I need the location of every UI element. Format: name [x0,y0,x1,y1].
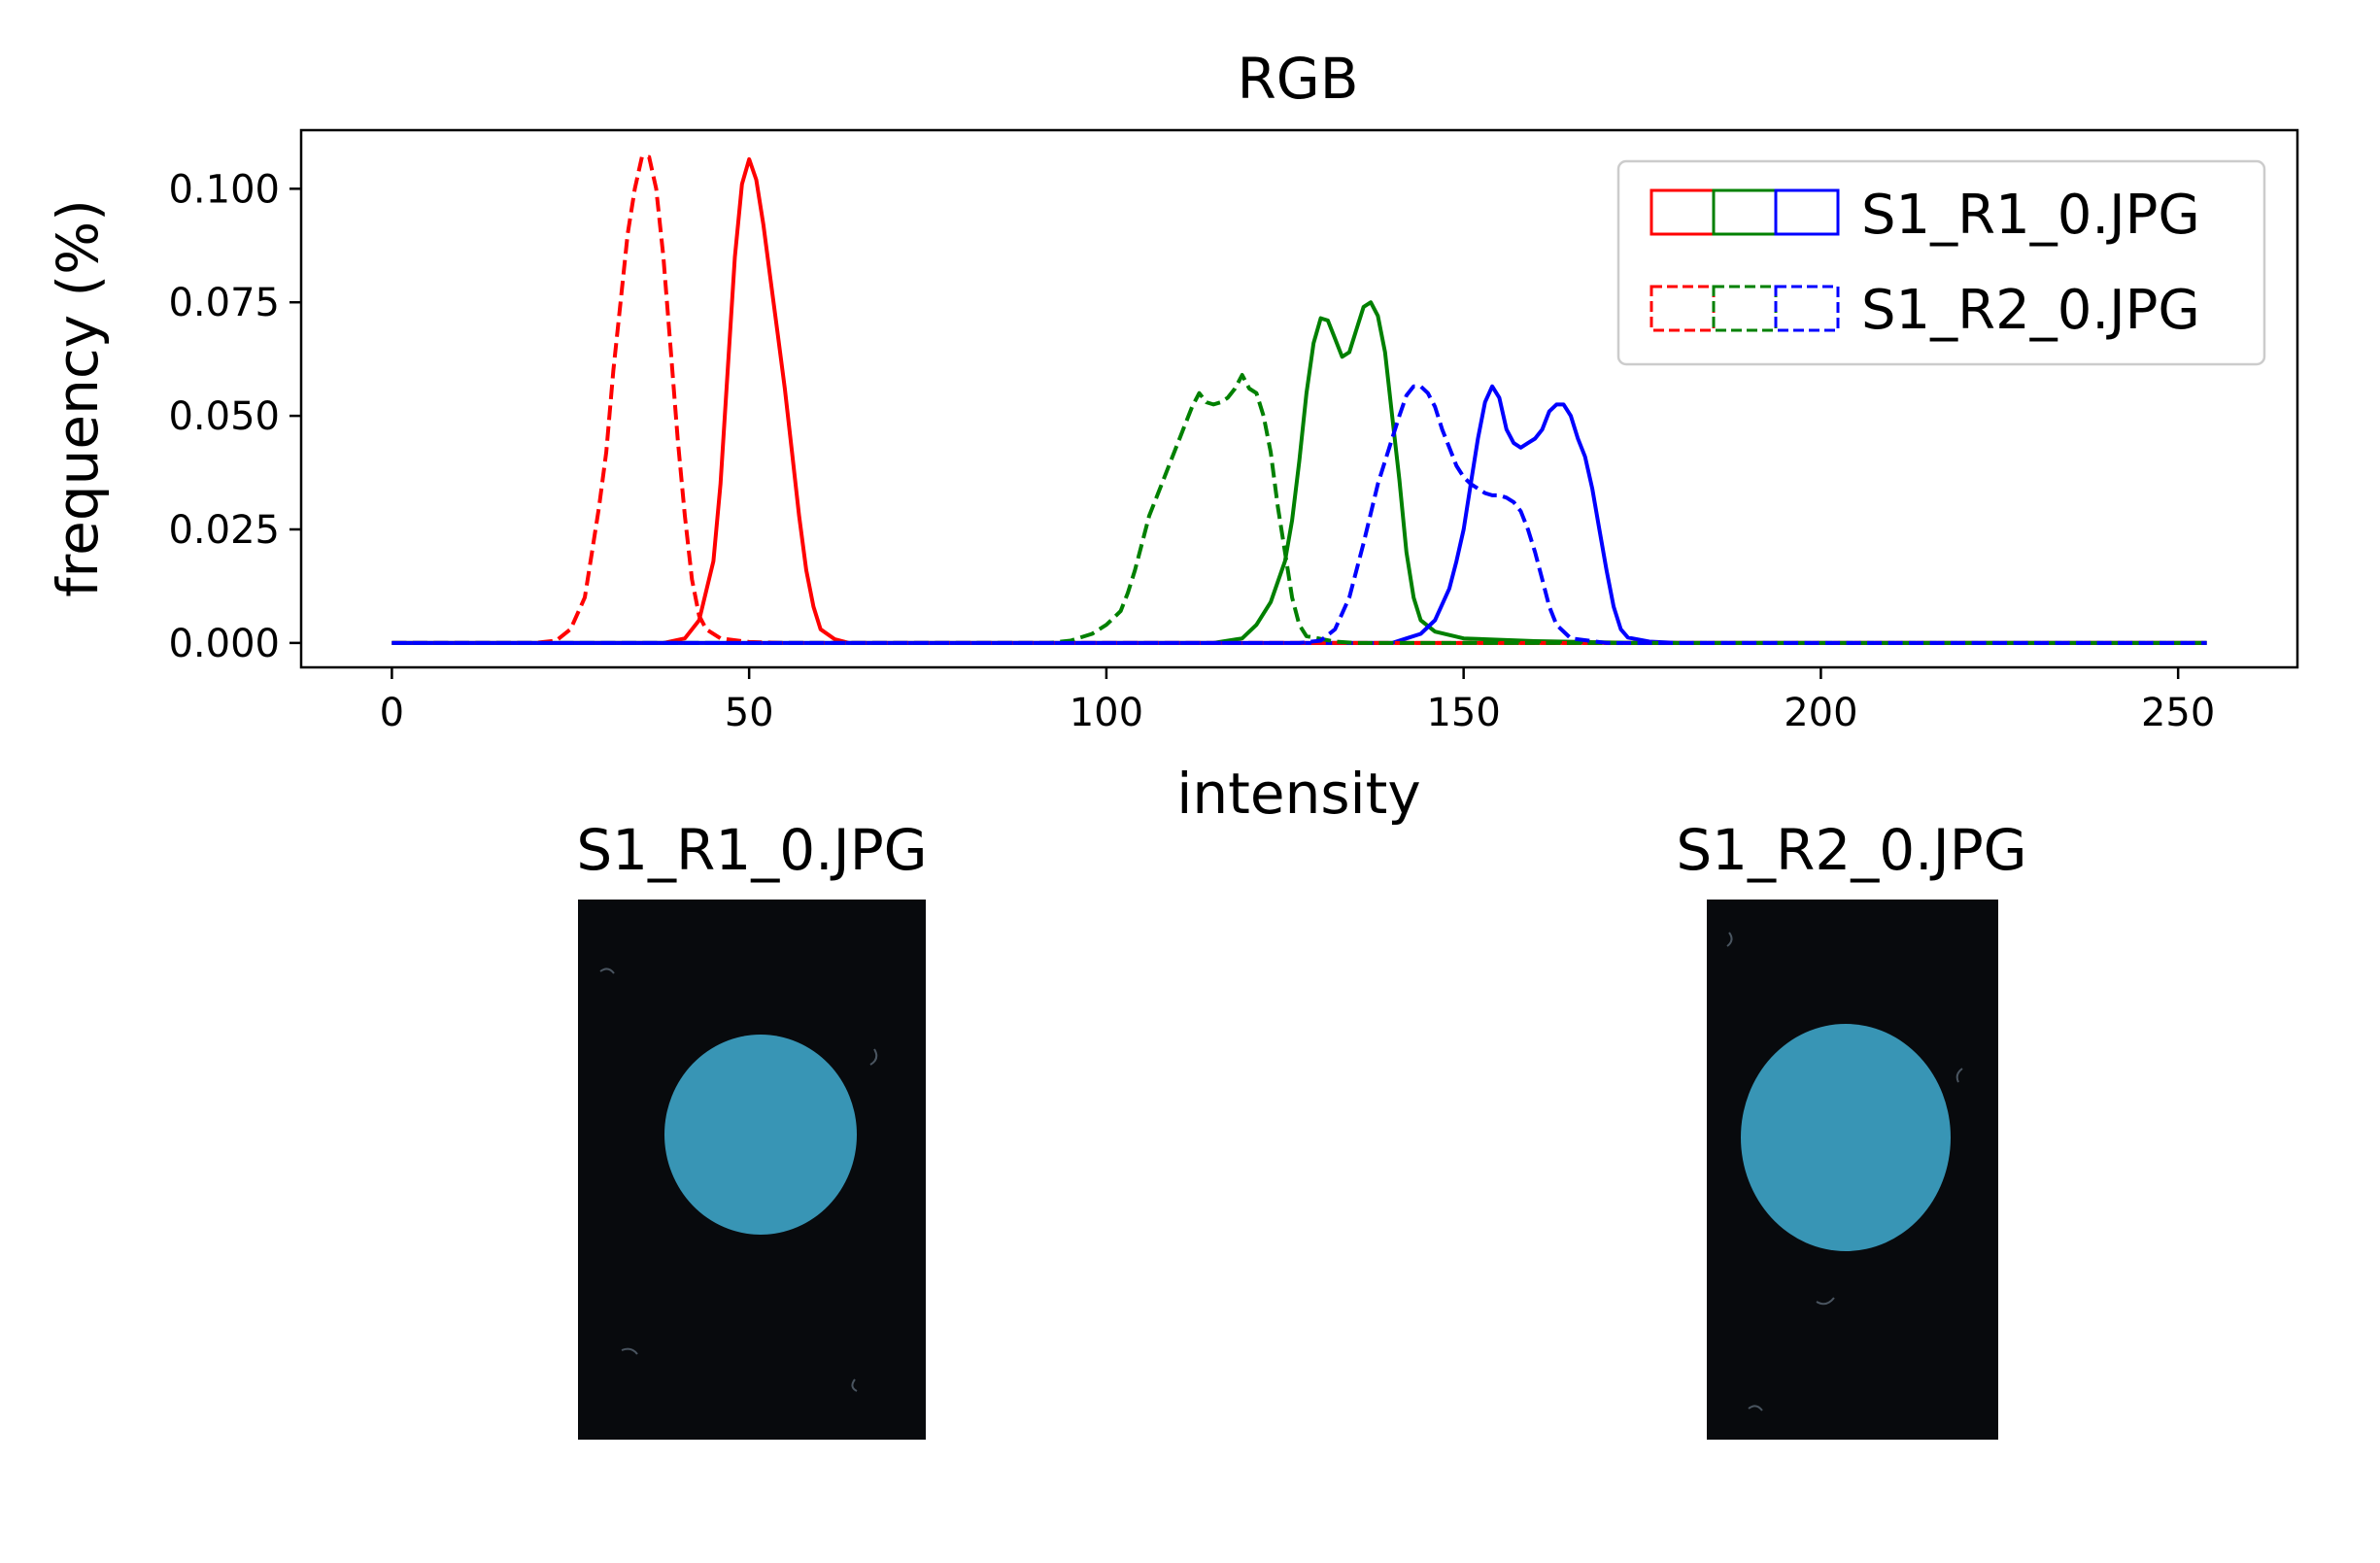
legend-label-r1: S1_R1_0.JPG [1861,184,2200,247]
plot-frame [299,128,2299,669]
legend-handle-box [1774,285,1840,332]
x-tick-label: 0 [380,691,404,735]
x-tick-label: 200 [1784,691,1857,735]
x-tick-label: 50 [725,691,774,735]
panel-title-s1-r2: S1_R2_0.JPG [1676,817,2026,883]
y-tick-label: 0.100 [168,167,280,212]
photo-speckles [1726,932,1963,1411]
x-tick-label: 100 [1070,691,1143,735]
series-line-s1_r2_0-jpgb [391,384,2207,645]
x-axis-ticks: 0 50 100 150 200 250 [380,667,2215,735]
y-tick-label: 0.050 [168,394,280,439]
y-axis-label: frequency (%) [45,199,111,597]
sample-disk [664,1035,857,1235]
series-line-s1_r2_0-jpgg [391,373,2207,645]
legend-handles [1649,188,1840,332]
y-axis-ticks: 0.000 0.025 0.050 0.075 0.100 [168,167,301,666]
legend-handle-box [1774,188,1840,236]
series-line-s1_r1_0-jpgr [391,156,2207,645]
image-panel-s1-r2: S1_R2_0.JPG [1676,817,2027,1440]
sample-disk [1741,1024,1951,1251]
legend-frame [1616,159,2266,366]
legend-label-r2: S1_R2_0.JPG [1861,279,2200,342]
series-line-s1_r1_0-jpgg [391,300,2207,645]
x-axis-label: intensity [1176,761,1420,827]
panel-title-s1-r1: S1_R1_0.JPG [576,817,927,883]
y-tick-label: 0.025 [168,508,280,553]
y-tick-label: 0.000 [168,622,280,666]
y-tick-label: 0.075 [168,281,280,325]
legend: S1_R1_0.JPG S1_R2_0.JPG [1616,159,2266,366]
series-line-s1_r1_0-jpgb [391,384,2207,645]
chart-title: RGB [1237,46,1358,112]
photo-speckles [599,968,878,1392]
series-layer [391,154,2207,645]
x-tick-label: 250 [2141,691,2215,735]
image-panel-s1-r1: S1_R1_0.JPG [576,817,928,1440]
x-tick-label: 150 [1426,691,1500,735]
plot-area: 0 50 100 150 200 250 0.000 0.025 0.050 0.075 0.10… [168,128,2299,735]
